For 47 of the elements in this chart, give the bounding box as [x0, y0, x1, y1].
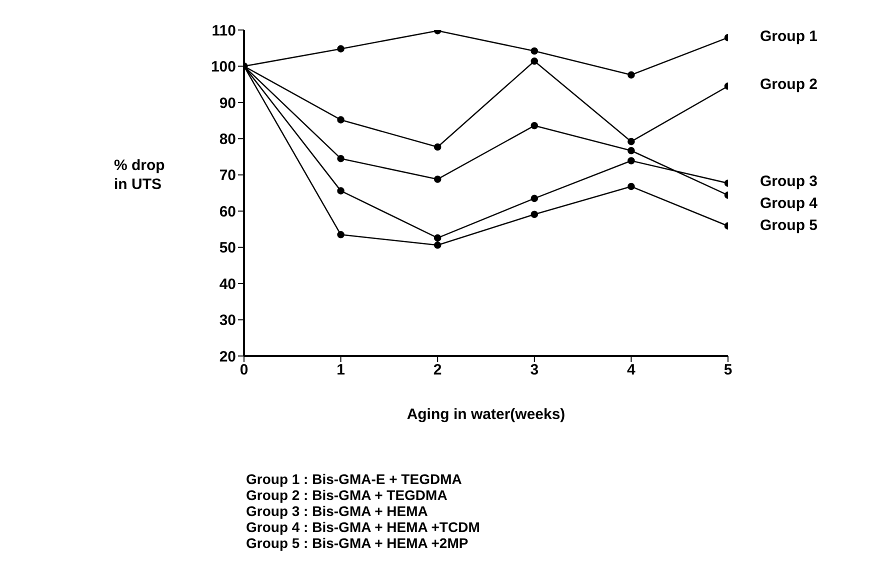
- x-tick-label: 3: [530, 362, 539, 379]
- point: [530, 194, 538, 202]
- point: [530, 58, 538, 65]
- x-tick-label: 4: [627, 362, 636, 379]
- point: [337, 187, 344, 194]
- text: Group 5 : Bis-GMA + HEMA +2MP: [246, 535, 470, 551]
- point: [337, 231, 344, 238]
- series-label: Group 3: [760, 173, 818, 190]
- y-tick-label: 70: [219, 167, 236, 184]
- y-tick-label: 30: [219, 312, 236, 330]
- y-axis-title: % drop in UTS: [114, 156, 166, 194]
- y-tick-label: 40: [219, 276, 236, 293]
- text: Group 2 : Bis-GMA + TEGDMA: [246, 487, 448, 503]
- y-tick-label: 100: [210, 58, 236, 76]
- point: [434, 242, 442, 249]
- y-tick-label: 60: [219, 203, 236, 220]
- text: Group 4 : Bis-GMA + HEMA +TCDM: [246, 519, 480, 535]
- point: [530, 47, 538, 55]
- point: [434, 143, 442, 151]
- x-tick-label: 5: [724, 362, 732, 379]
- text: Group 3 : Bis-GMA + HEMA: [246, 503, 429, 519]
- point: [628, 71, 635, 79]
- y-tick-label: 80: [219, 130, 236, 148]
- y-tick-label: 50: [219, 240, 236, 257]
- text: Group 1 : Bis-GMA-E + TEGDMA: [246, 471, 463, 487]
- point: [530, 210, 538, 218]
- series-label: Group 4: [760, 195, 818, 212]
- y-tick-label: 90: [219, 94, 236, 112]
- point: [337, 45, 344, 52]
- x-tick-label: 0: [240, 362, 248, 379]
- x-tick-label: 2: [433, 362, 442, 379]
- series-label: Group 1: [760, 28, 818, 45]
- point: [628, 138, 635, 146]
- point: [530, 122, 538, 130]
- point: [337, 154, 344, 162]
- point: [434, 234, 442, 242]
- series-label: Group 2: [760, 76, 818, 94]
- x-axis-title: Aging in water(weeks): [406, 406, 566, 423]
- point: [337, 116, 344, 124]
- point: [628, 146, 635, 154]
- y-tick-label: 20: [219, 348, 236, 366]
- series-label: Group 5: [760, 217, 818, 234]
- point: [434, 176, 442, 183]
- point: [628, 157, 635, 164]
- point: [628, 182, 635, 190]
- y-tick-label: 110: [212, 22, 236, 40]
- x-tick-label: 1: [336, 362, 345, 379]
